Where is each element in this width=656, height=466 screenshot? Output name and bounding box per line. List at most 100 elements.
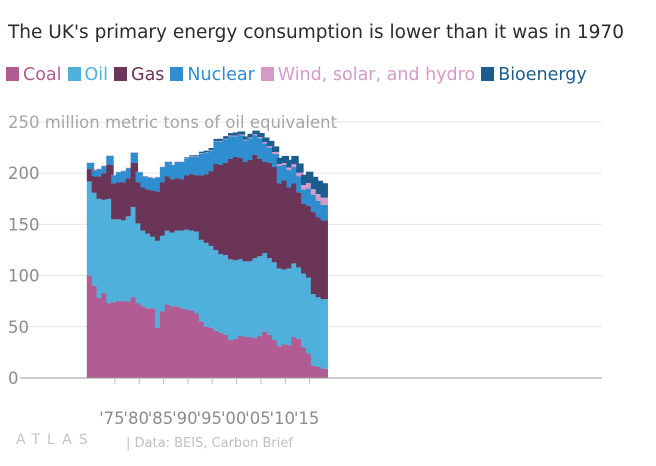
bar-segment-coal-1989	[179, 308, 187, 378]
bar-segment-gas-1998	[223, 162, 231, 256]
bar-segment-nuclear-1992	[193, 156, 202, 176]
legend-item-oil: Oil	[67, 65, 108, 85]
bar-segment-bioenergy-2018	[320, 183, 328, 198]
bar-segment-oil-1976	[116, 219, 124, 302]
bar-segment-oil-2007	[266, 258, 275, 335]
bar-segment-wind-solar-and-hydro-1997	[218, 140, 226, 142]
bar-segment-coal-1985	[159, 311, 168, 378]
bar-segment-oil-1999	[228, 259, 236, 341]
bar-segment-gas-1975	[111, 183, 119, 220]
bar-segment-gas-1983	[150, 190, 158, 237]
bar-segment-wind-solar-and-hydro-2011	[286, 167, 294, 171]
bar-segment-gas-1992	[193, 175, 202, 232]
bar-segment-gas-1978	[125, 178, 134, 217]
bar-segment-oil-1978	[125, 216, 134, 302]
bar-segment-wind-solar-and-hydro-2004	[252, 134, 260, 136]
atlas-logo: ATLAS	[16, 432, 95, 448]
bar-segment-oil-1982	[145, 233, 153, 309]
bar-segment-gas-2009	[276, 183, 285, 269]
bar-segment-gas-1994	[203, 174, 212, 243]
x-tick-label: '85	[148, 409, 174, 428]
legend-label: Gas	[131, 65, 165, 85]
bar-segment-gas-1997	[218, 165, 226, 255]
bar-segment-bioenergy-1994	[203, 150, 212, 153]
bar-segment-nuclear-1990	[184, 158, 192, 176]
bar-segment-coal-1971	[91, 285, 100, 378]
bar-segment-gas-2010	[281, 180, 289, 270]
bar-segment-wind-solar-and-hydro-2003	[247, 137, 255, 139]
bar-segment-bioenergy-1991	[189, 155, 197, 157]
bar-segment-nuclear-1986	[164, 161, 173, 177]
bar-segment-oil-1989	[179, 230, 187, 309]
bar-segment-oil-2010	[281, 269, 289, 345]
bar-segment-nuclear-2005	[257, 138, 265, 159]
bar-segment-oil-2018	[320, 299, 328, 369]
bar-segment-gas-2014	[301, 203, 309, 274]
bar-segment-coal-2008	[271, 340, 280, 378]
bar-segment-wind-solar-and-hydro-2014	[301, 184, 309, 190]
bar-segment-oil-2004	[252, 258, 260, 339]
bar-segment-wind-solar-and-hydro-2013	[296, 172, 304, 177]
bar-segment-coal-2014	[301, 347, 309, 378]
bar-segment-bioenergy-2004	[252, 130, 260, 135]
bar-segment-wind-solar-and-hydro-2010	[281, 163, 289, 166]
bar-segment-oil-1997	[218, 254, 226, 333]
bar-segment-nuclear-1983	[150, 178, 158, 191]
bar-segment-coal-1978	[125, 301, 134, 378]
bar-segment-wind-solar-and-hydro-1995	[208, 150, 216, 151]
legend-swatch	[114, 67, 128, 81]
bar-segment-bioenergy-2005	[257, 132, 265, 138]
bar-segment-nuclear-1982	[145, 177, 153, 190]
bar-segment-wind-solar-and-hydro-2015	[305, 182, 314, 189]
legend-swatch	[6, 67, 19, 81]
bar-segment-coal-1973	[101, 293, 109, 378]
bar-segment-nuclear-2016	[310, 194, 319, 213]
bar-segment-coal-1979	[130, 297, 139, 378]
bar-segment-oil-1988	[174, 230, 182, 307]
legend-swatch	[481, 67, 495, 81]
bar-segment-bioenergy-2012	[291, 155, 299, 165]
bar-segment-gas-1986	[164, 176, 173, 231]
legend: Coal Oil Gas Nuclear Wind, solar, and hydro B…	[6, 65, 593, 85]
legend-item-wind-solar-and-hydro: Wind, solar, and hydro	[260, 65, 475, 85]
bar-segment-gas-1991	[189, 174, 197, 231]
bar-segment-oil-2005	[257, 256, 265, 337]
bar-segment-bioenergy-2010	[281, 155, 289, 164]
bar-segment-oil-1992	[193, 231, 202, 314]
bar-segment-nuclear-1977	[120, 171, 129, 183]
bar-segment-gas-1977	[120, 182, 129, 221]
bar-segment-bioenergy-2001	[237, 131, 246, 135]
x-tick-label: '00	[221, 409, 247, 428]
bar-segment-nuclear-2012	[291, 167, 299, 184]
bar-segment-nuclear-2002	[242, 140, 251, 162]
bar-segment-gas-1979	[130, 162, 139, 207]
bar-segment-oil-2000	[232, 260, 241, 340]
bar-segment-wind-solar-and-hydro-2002	[242, 139, 251, 141]
bar-segment-nuclear-1975	[111, 175, 119, 184]
bar-segment-coal-1992	[193, 313, 202, 378]
bar-segment-coal-2006	[262, 331, 270, 378]
bar-segment-gas-2006	[262, 161, 270, 254]
bar-segment-coal-1972	[96, 298, 104, 378]
x-tick-label: '95	[196, 409, 222, 428]
bar-segment-nuclear-1985	[159, 167, 168, 183]
bar-segment-gas-1989	[179, 179, 187, 231]
bar-segment-bioenergy-2016	[310, 176, 319, 190]
bar-segment-gas-2016	[310, 212, 319, 295]
bar-segment-bioenergy-2006	[262, 137, 270, 143]
bar-segment-bioenergy-1997	[218, 138, 226, 141]
bar-segment-wind-solar-and-hydro-2017	[315, 193, 324, 201]
bar-segment-nuclear-1997	[218, 141, 226, 166]
bar-segment-coal-1970	[86, 275, 95, 378]
bar-segment-bioenergy-2014	[301, 174, 309, 185]
bar-segment-nuclear-1972	[96, 169, 104, 177]
bar-segment-oil-1994	[203, 242, 212, 327]
bar-segment-coal-2009	[276, 346, 285, 378]
legend-label: Bioenergy	[498, 65, 587, 85]
bar-segment-gas-1981	[140, 187, 148, 231]
bar-segment-nuclear-2017	[315, 200, 324, 218]
legend-item-nuclear: Nuclear	[170, 65, 255, 85]
x-tick-label: '75	[99, 409, 125, 428]
bar-segment-nuclear-2003	[247, 138, 255, 160]
bar-segment-bioenergy-2009	[276, 157, 285, 165]
